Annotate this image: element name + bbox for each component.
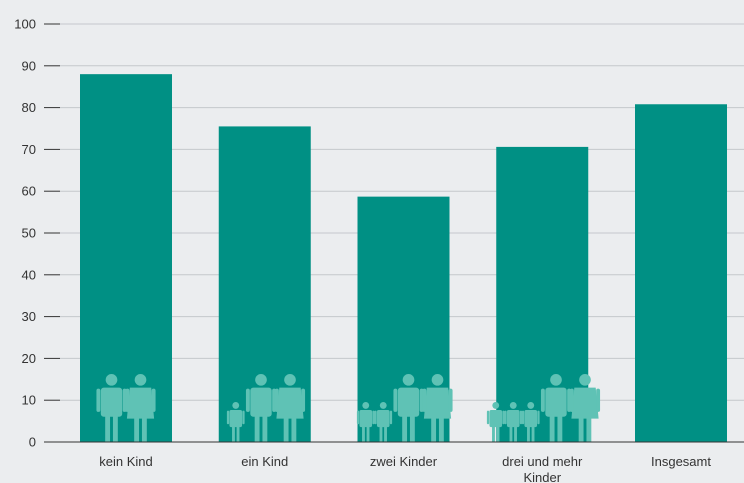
y-tick-label-30: 30 xyxy=(22,309,36,324)
x-category-label-5: Insgesamt xyxy=(651,454,711,469)
y-tick-label-0: 0 xyxy=(29,435,36,450)
y-tick-label-20: 20 xyxy=(22,351,36,366)
man-icon xyxy=(96,374,127,442)
x-category-label-3: zwei Kinder xyxy=(370,454,438,469)
child-icon xyxy=(356,402,375,442)
woman-icon xyxy=(274,374,306,442)
y-axis: 0 10 20 30 40 50 60 70 80 90 100 xyxy=(14,17,60,450)
bar-1 xyxy=(80,74,172,442)
y-tick-label-50: 50 xyxy=(22,226,36,241)
man-icon xyxy=(393,374,424,442)
x-category-label-2: ein Kind xyxy=(241,454,288,469)
bars xyxy=(80,74,727,443)
x-axis-labels: kein Kind ein Kind zwei Kinder drei und meh… xyxy=(99,454,711,483)
x-category-label-4: drei und mehr Kinder xyxy=(502,454,583,483)
y-tick-label-80: 80 xyxy=(22,100,36,115)
y-tick-label-10: 10 xyxy=(22,393,36,408)
child-icon xyxy=(504,402,523,442)
child-icon xyxy=(521,402,540,442)
family-icons xyxy=(96,374,601,442)
woman-icon xyxy=(125,374,156,442)
y-tick-label-60: 60 xyxy=(22,184,36,199)
y-tick-label-70: 70 xyxy=(22,142,36,157)
woman-icon xyxy=(422,374,453,442)
x-category-label-1: kein Kind xyxy=(99,454,152,469)
child-icon xyxy=(374,402,393,442)
bar-5 xyxy=(635,104,727,443)
child-icon xyxy=(486,402,505,442)
man-icon xyxy=(245,374,277,442)
woman-icon xyxy=(569,374,601,442)
child-icon xyxy=(226,402,245,442)
y-tick-label-40: 40 xyxy=(22,267,36,282)
y-tick-label-100: 100 xyxy=(14,17,36,32)
y-tick-label-90: 90 xyxy=(22,58,36,73)
